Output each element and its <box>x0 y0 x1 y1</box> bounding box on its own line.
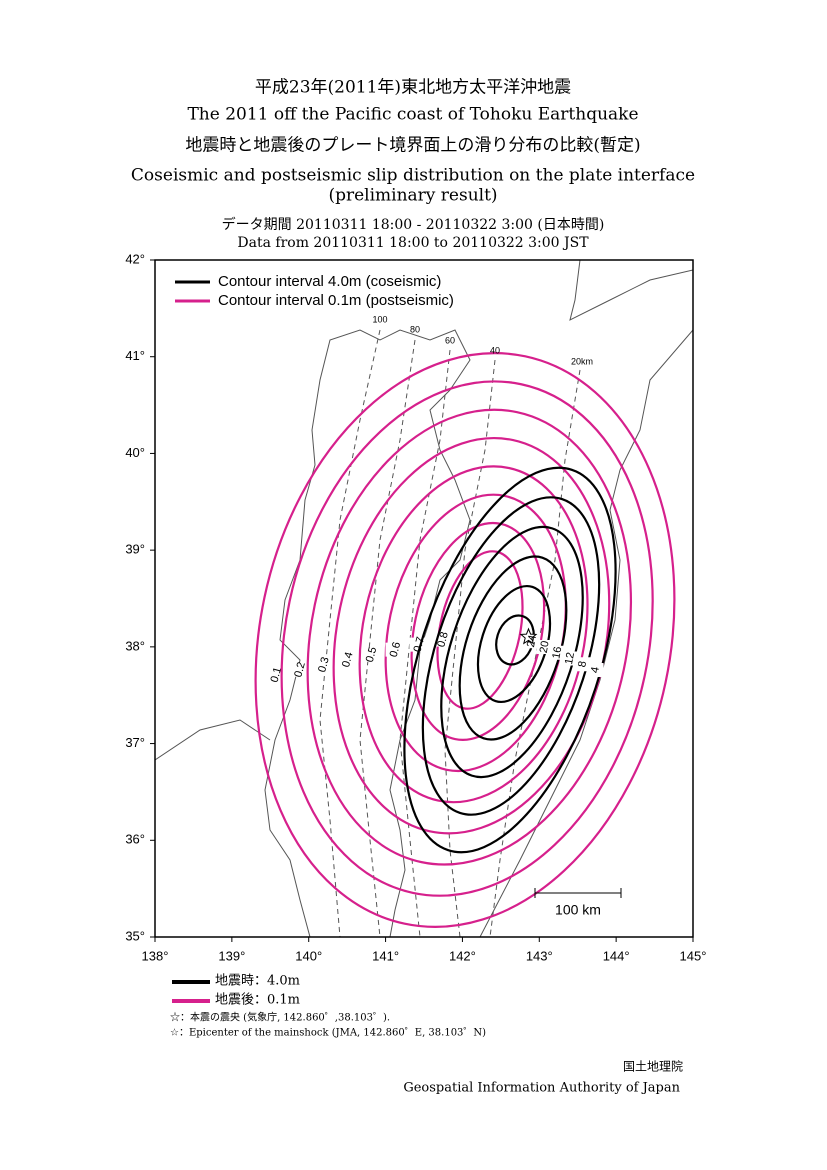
coastline <box>155 719 271 761</box>
trench <box>479 329 693 937</box>
epicenter <box>519 627 538 645</box>
postseismic-label: 0.6 <box>388 641 404 659</box>
postseismic-contour <box>358 465 589 804</box>
coastline <box>569 260 693 321</box>
legend-label: Contour interval 4.0m (coseismic) <box>218 273 441 290</box>
depth-label: 100 <box>372 314 387 324</box>
coseismic-label: 12 <box>563 651 577 665</box>
legend-box <box>165 270 510 312</box>
contour-label-bg <box>337 652 358 667</box>
contour-label-bg <box>562 651 579 666</box>
y-tick-label: 39° <box>125 542 145 557</box>
contour-label-bg <box>524 634 541 649</box>
y-tick-label: 36° <box>125 832 145 847</box>
contour-label-bg <box>290 662 311 677</box>
agency-en: Geospatial Information Authority of Japa… <box>403 1081 680 1096</box>
depth-label: 60 <box>445 335 455 345</box>
y-tick-label: 42° <box>125 251 145 266</box>
y-tick-label: 35° <box>125 928 145 943</box>
depth-label: 20km <box>571 356 593 366</box>
postseismic-label: 0.3 <box>316 656 332 674</box>
subtitle-en: Coseismic and postseismic slip distribut… <box>131 166 695 186</box>
postseismic-label: 0.5 <box>364 646 380 664</box>
y-tick-label: 38° <box>125 638 145 653</box>
coseismic-contour <box>440 525 584 779</box>
coseismic-contour <box>403 466 617 854</box>
agency-ja: 国土地理院 <box>623 1060 683 1074</box>
title-ja: 平成23年(2011年)東北地方太平洋沖地震 <box>255 78 571 98</box>
postseismic-contour <box>254 352 676 928</box>
coseismic-contour <box>476 584 552 704</box>
x-tick-label: 144° <box>603 948 630 963</box>
x-tick-label: 142° <box>449 948 476 963</box>
contour-label-bg <box>361 647 382 662</box>
depth-contour <box>489 369 581 937</box>
period-ja: データ期間 20110311 18:00 - 20110322 3:00 (日本… <box>222 216 605 233</box>
footer-note: ☆：Epicenter of the mainshock (JMA, 142.8… <box>170 1027 486 1039</box>
postseismic-contour <box>436 550 524 710</box>
footer-note: ☆：本震の震央 (気象庁, 142.860゜,38.103゜). <box>170 1011 390 1024</box>
depth-contour <box>359 339 416 937</box>
coseismic-label: 4 <box>589 666 602 674</box>
contour-label-bg <box>409 637 430 652</box>
depth-contour <box>399 349 451 937</box>
y-tick-label: 41° <box>125 348 145 363</box>
period-en: Data from 20110311 18:00 to 20110322 3:0… <box>237 235 589 251</box>
postseismic-label: 0.1 <box>269 666 285 684</box>
footer-legend: 地震時：4.0m <box>215 974 300 989</box>
coseismic-contour <box>458 555 568 741</box>
coseismic-label: 24 <box>525 634 539 648</box>
x-tick-label: 138° <box>142 948 169 963</box>
y-tick-label: 40° <box>125 445 145 460</box>
scale-label: 100 km <box>555 902 601 918</box>
contour-label-bg <box>385 642 406 657</box>
postseismic-contour <box>332 437 611 835</box>
contour-label-bg <box>549 645 566 660</box>
footer-legend: 地震後：0.1m <box>215 993 300 1008</box>
depth-label: 40 <box>490 345 500 355</box>
legend-label: Contour interval 0.1m (postseismic) <box>218 292 454 309</box>
contour-label-bg <box>587 663 604 677</box>
basemap <box>155 260 693 937</box>
contour-label-bg <box>314 657 335 672</box>
depth-contour <box>319 329 381 937</box>
coseismic-label: 8 <box>576 660 589 668</box>
postseismic-label: 0.4 <box>340 651 356 669</box>
postseismic-contour <box>280 380 654 897</box>
y-tick-label: 37° <box>125 735 145 750</box>
depth-contour <box>444 359 496 937</box>
contour-label-bg <box>574 657 591 672</box>
coseismic-label: 20 <box>538 640 552 654</box>
x-tick-label: 139° <box>218 948 245 963</box>
x-tick-label: 140° <box>295 948 322 963</box>
postseismic-label: 0.2 <box>292 661 308 679</box>
coseismic-label: 16 <box>550 646 564 660</box>
subtitle-en: (preliminary result) <box>328 186 497 206</box>
map-frame <box>154 259 694 938</box>
depth-label: 80 <box>410 324 420 334</box>
x-tick-label: 141° <box>372 948 399 963</box>
coseismic-contour <box>421 496 601 816</box>
subtitle-ja: 地震時と地震後のプレート境界面上の滑り分布の比較(暫定) <box>185 136 640 156</box>
contour-label-bg <box>536 640 553 654</box>
x-tick-label: 145° <box>680 948 707 963</box>
title-en: The 2011 off the Pacific coast of Tohoku… <box>187 105 638 125</box>
x-tick-label: 143° <box>526 948 553 963</box>
postseismic-contour <box>306 408 633 866</box>
postseismic-label: 0.7 <box>412 636 428 654</box>
